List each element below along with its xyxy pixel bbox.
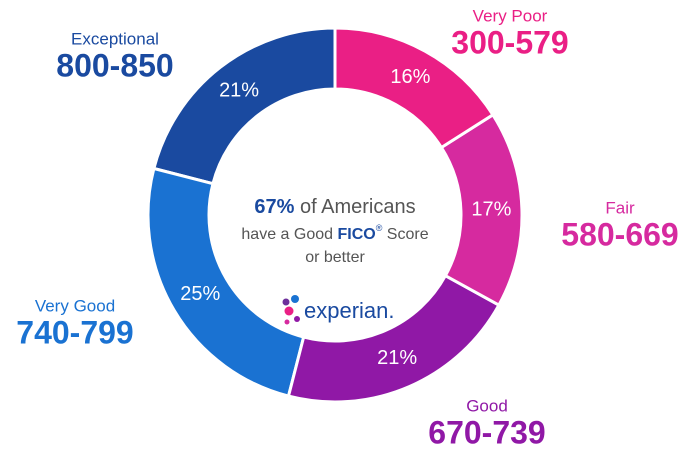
center-line-2: have a Good FICO® Score (241, 223, 428, 243)
fico: FICO (337, 226, 375, 243)
category-label: Good (466, 396, 508, 415)
donut-segment (439, 112, 524, 308)
donut-segment (333, 26, 495, 150)
donut-segment (146, 166, 306, 398)
category-label: Fair (605, 198, 635, 217)
value-label: 17% (471, 198, 511, 220)
value-label: 16% (390, 66, 430, 88)
range-label: 800-850 (56, 47, 173, 83)
center-text: 67% of Americans have a Good FICO® Score… (241, 196, 428, 266)
value-label: 21% (377, 347, 417, 369)
center-text-2: have a Good (241, 226, 333, 243)
center-line-1: 67% of Americans (254, 196, 415, 218)
range-label: 670-739 (428, 414, 545, 450)
range-label: 580-669 (561, 216, 678, 252)
center-score: Score (387, 226, 429, 243)
value-label: 25% (180, 283, 220, 305)
category-label: Exceptional (71, 29, 159, 48)
donut-segment (286, 273, 501, 404)
center-text-1: of Americans (300, 196, 416, 218)
reg-mark: ® (376, 223, 383, 233)
center-stat: 67% (254, 196, 294, 218)
range-label: 300-579 (451, 24, 568, 60)
range-label: 740-799 (16, 314, 133, 350)
category-label: Very Poor (473, 6, 548, 25)
donut-segment (152, 26, 337, 186)
logo-icon (282, 295, 300, 325)
value-label: 21% (219, 80, 259, 102)
logo-text: experian. (304, 298, 395, 323)
center-line-3: or better (305, 249, 365, 266)
category-label: Very Good (35, 296, 115, 315)
